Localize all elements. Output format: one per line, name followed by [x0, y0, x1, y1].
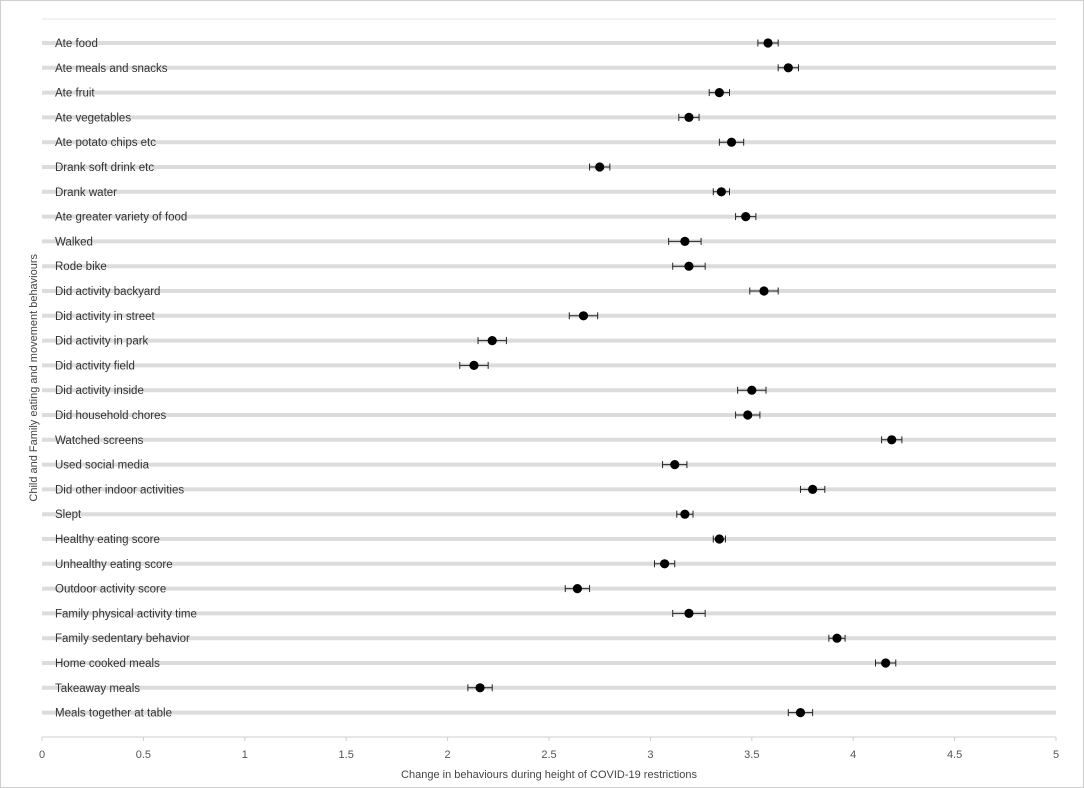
- x-axis: [41, 736, 1057, 741]
- category-label: Outdoor activity score: [55, 584, 166, 596]
- category-label: Home cooked meals: [55, 658, 160, 670]
- data-point: [680, 509, 690, 519]
- category-label: Used social media: [55, 460, 150, 472]
- category-label: Family sedentary behavior: [55, 633, 190, 645]
- x-tick-label: 0: [39, 749, 45, 761]
- x-tick-label: 3.5: [744, 749, 759, 761]
- category-label: Did activity inside: [55, 385, 144, 397]
- category-label: Ate vegetables: [55, 112, 131, 124]
- category-label: Did activity in street: [55, 311, 156, 323]
- category-label: Walked: [55, 236, 93, 248]
- x-tick-label: 3: [647, 749, 653, 761]
- data-points: [469, 38, 897, 718]
- data-point: [741, 212, 751, 222]
- category-label: Unhealthy eating score: [55, 559, 173, 571]
- data-point: [659, 559, 670, 569]
- data-point: [684, 608, 694, 619]
- category-label: Meals together at table: [55, 708, 172, 720]
- data-point: [578, 311, 589, 321]
- category-label: Ate greater variety of food: [55, 212, 187, 224]
- category-label: Did activity field: [55, 360, 135, 372]
- x-tick-label: 4.5: [947, 749, 962, 761]
- data-point: [684, 112, 694, 122]
- category-label: Drank soft drink etc: [55, 162, 154, 174]
- data-point: [680, 236, 690, 246]
- x-tick-label: 2.5: [541, 749, 556, 761]
- category-label: Did household chores: [55, 410, 166, 422]
- category-label: Did other indoor activities: [55, 484, 184, 496]
- category-label: Ate meals and snacks: [55, 63, 168, 75]
- data-point: [795, 708, 806, 718]
- error-bars: [459, 39, 903, 717]
- data-point: [487, 336, 497, 346]
- data-point: [808, 484, 818, 494]
- x-tick-label: 1.5: [339, 749, 354, 761]
- data-point: [716, 187, 726, 197]
- category-label: Watched screens: [55, 435, 144, 447]
- gridlines: [42, 18, 1056, 715]
- category-label: Did activity in park: [55, 336, 149, 348]
- data-point: [684, 261, 694, 271]
- x-tick-label: 1: [242, 749, 248, 761]
- data-point: [469, 360, 479, 370]
- data-point: [763, 38, 773, 48]
- data-point: [832, 633, 842, 643]
- category-labels: Ate food Ate meals and snacks Ate fruit Ate…: [55, 38, 197, 720]
- data-point: [714, 88, 724, 98]
- category-label: Family physical activity time: [55, 608, 197, 620]
- category-label: Did activity backyard: [55, 286, 160, 298]
- data-point: [747, 385, 757, 395]
- x-tick-label: 5: [1053, 749, 1059, 761]
- data-point: [783, 63, 793, 73]
- data-point: [887, 435, 897, 445]
- category-label: Healthy eating score: [55, 534, 160, 546]
- category-label: Ate potato chips etc: [55, 137, 156, 149]
- data-point: [759, 286, 769, 296]
- category-label: Ate fruit: [55, 88, 95, 100]
- x-tick-label: 2: [445, 749, 451, 761]
- data-point: [595, 162, 605, 172]
- category-label: Slept: [55, 509, 82, 521]
- category-label: Rode bike: [55, 261, 107, 273]
- category-label: Ate food: [55, 38, 98, 50]
- category-label: Drank water: [55, 187, 117, 199]
- data-point: [881, 658, 891, 668]
- data-point: [726, 137, 737, 147]
- data-point: [670, 460, 680, 470]
- x-axis-title: Change in behaviours during height of CO…: [401, 769, 697, 781]
- data-point: [572, 584, 582, 594]
- x-tick-labels: 0 0.5 1 1.5 2 2.5 3 3.5 4 4.5 5: [39, 749, 1059, 761]
- category-label: Takeaway meals: [55, 683, 140, 695]
- data-point: [743, 410, 753, 420]
- x-tick-label: 0.5: [136, 749, 151, 761]
- data-point: [714, 534, 724, 544]
- x-tick-label: 4: [850, 749, 856, 761]
- y-axis-title: Child and Family eating and movement beh…: [28, 253, 40, 501]
- data-point: [475, 683, 485, 693]
